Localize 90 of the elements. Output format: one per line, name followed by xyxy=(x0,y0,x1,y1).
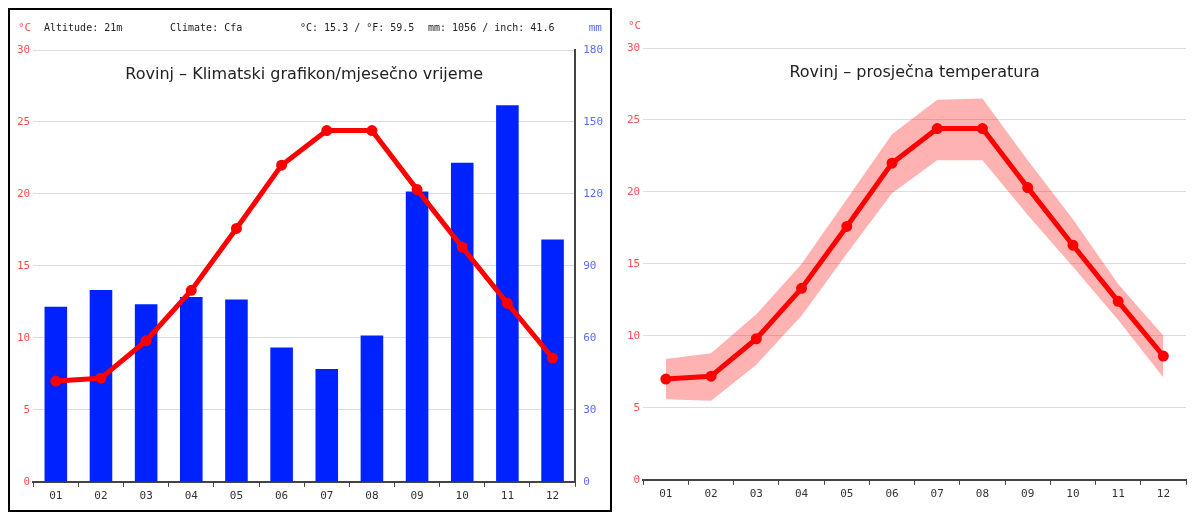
point xyxy=(230,222,242,234)
y-axis-title: °C xyxy=(18,20,32,34)
x-tick-label: 11 xyxy=(500,489,515,503)
y2-tick-label: 90 xyxy=(583,258,597,272)
y-tick-label: 25 xyxy=(627,112,641,126)
x-tick-label: 07 xyxy=(930,487,944,501)
x-tick-label: 08 xyxy=(365,489,379,503)
x-tick-label: 12 xyxy=(545,489,560,503)
x-tick-label: 10 xyxy=(1066,487,1080,501)
y-tick-label: 25 xyxy=(17,114,31,128)
point xyxy=(1067,239,1079,251)
y2-tick-label: 120 xyxy=(583,186,604,200)
y-tick-label: 10 xyxy=(17,330,31,344)
bar xyxy=(496,105,519,482)
text: Altitude: 21m xyxy=(44,21,123,33)
bar xyxy=(180,297,203,482)
bar xyxy=(450,162,474,482)
x-tick-label: 03 xyxy=(139,489,153,503)
x-tick-label: 08 xyxy=(975,487,990,501)
text: Rovinj – Klimatski grafikon/mjesečno vrijeme xyxy=(125,64,484,84)
point xyxy=(705,370,717,382)
y-tick-label: 20 xyxy=(627,184,641,198)
point xyxy=(366,125,378,137)
x-tick-label: 07 xyxy=(320,489,334,503)
point xyxy=(796,282,808,294)
point xyxy=(501,297,513,309)
y-tick-label: 20 xyxy=(17,186,31,200)
x-tick-label: 04 xyxy=(184,489,199,503)
x-tick-label: 06 xyxy=(274,489,289,503)
point xyxy=(1022,182,1034,194)
bar xyxy=(44,306,68,482)
bar xyxy=(270,347,293,482)
y2-axis-title: mm xyxy=(588,20,603,34)
y-tick-label: 15 xyxy=(17,258,31,272)
x-tick-label: 09 xyxy=(410,489,424,503)
text: Rovinj – prosječna temperatura xyxy=(789,62,1040,82)
x-tick-label: 04 xyxy=(794,487,809,501)
x-tick-label: 09 xyxy=(1021,487,1035,501)
x-tick-label: 05 xyxy=(840,487,854,501)
point xyxy=(660,373,672,385)
y2-tick-label: 30 xyxy=(583,402,597,416)
x-tick-label: 02 xyxy=(704,487,718,501)
point xyxy=(1112,295,1124,307)
text: Climate: Cfa xyxy=(170,21,243,33)
x-tick-label: 01 xyxy=(49,489,63,503)
x-tick-label: 10 xyxy=(455,489,469,503)
bar xyxy=(360,335,384,482)
point xyxy=(276,159,288,171)
bar xyxy=(89,289,113,482)
x-tick-label: 12 xyxy=(1156,487,1171,501)
y-tick-label: 0 xyxy=(633,472,641,486)
text: °C: 15.3 / °F: 59.5 xyxy=(300,21,415,33)
x-tick-label: 03 xyxy=(749,487,763,501)
y-tick-label: 15 xyxy=(627,256,641,270)
bar xyxy=(315,369,339,482)
point xyxy=(931,123,943,135)
point xyxy=(456,241,468,253)
point xyxy=(185,284,197,296)
point xyxy=(547,352,559,364)
y2-tick-label: 60 xyxy=(583,330,597,344)
bar xyxy=(134,304,158,482)
point xyxy=(411,184,423,196)
point xyxy=(140,335,152,347)
text: mm: 1056 / inch: 41.6 xyxy=(428,21,555,33)
x-tick-label: 01 xyxy=(659,487,673,501)
point xyxy=(886,157,898,169)
point xyxy=(1157,350,1169,362)
y-tick-label: 5 xyxy=(23,402,31,416)
bar xyxy=(225,299,248,482)
point xyxy=(976,123,988,135)
point xyxy=(50,375,62,387)
y2-tick-label: 0 xyxy=(583,474,590,488)
point xyxy=(750,333,762,345)
y-axis-title: °C xyxy=(628,18,642,32)
bar xyxy=(405,191,429,482)
point xyxy=(841,220,853,232)
x-tick-label: 05 xyxy=(229,489,244,503)
y-tick-label: 30 xyxy=(627,40,641,54)
y-tick-label: 10 xyxy=(627,328,641,342)
point xyxy=(95,372,107,384)
x-tick-label: 02 xyxy=(94,489,108,503)
point xyxy=(321,125,333,137)
x-tick-label: 11 xyxy=(1111,487,1125,501)
y2-tick-label: 180 xyxy=(583,42,604,56)
y2-tick-label: 150 xyxy=(583,114,604,128)
bar xyxy=(541,239,564,482)
y-tick-label: 5 xyxy=(633,400,641,414)
x-tick-label: 06 xyxy=(885,487,899,501)
y-tick-label: 30 xyxy=(17,42,31,56)
y-tick-label: 0 xyxy=(23,474,31,488)
